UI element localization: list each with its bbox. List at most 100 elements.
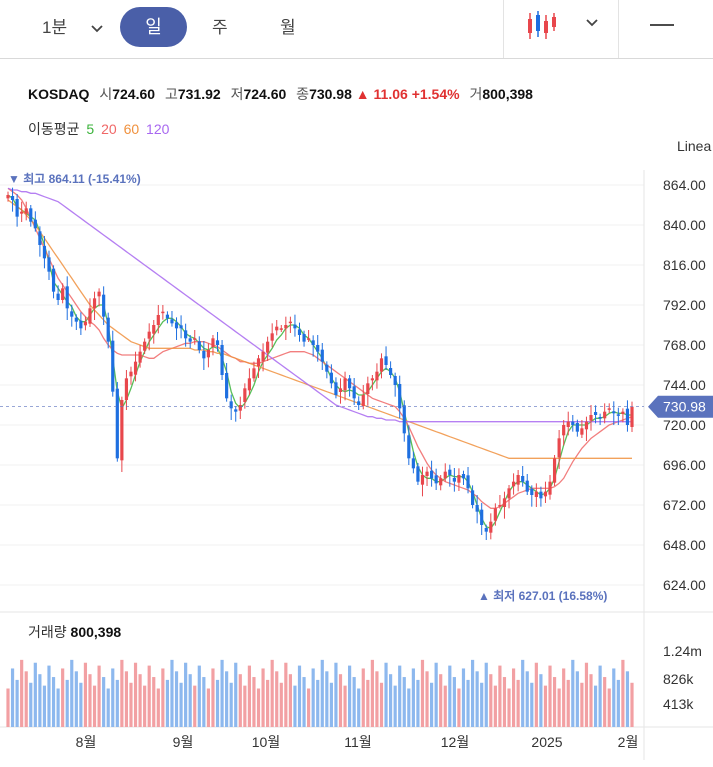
high-value: 731.92 [177, 86, 221, 102]
volume-bar [480, 682, 484, 727]
volume-bar [65, 679, 69, 727]
volume-bar [352, 677, 356, 727]
volume-bar [411, 668, 415, 727]
low-marker: ▲ 최저 627.01 (16.58%) [478, 588, 607, 603]
candle [70, 311, 74, 317]
volume-bar [288, 674, 292, 727]
candle [539, 491, 543, 499]
open-label: 시 [99, 86, 113, 102]
volume-bar [174, 671, 179, 727]
chevron-down-icon[interactable] [585, 18, 599, 28]
candle [174, 322, 179, 329]
volume-bar [575, 671, 579, 727]
candle [129, 371, 133, 377]
symbol: KOSDAQ [28, 86, 90, 102]
candle [461, 474, 466, 479]
volume-bar [311, 668, 315, 727]
volume-bar [20, 659, 24, 727]
candle [284, 325, 288, 329]
volume-bar [184, 662, 188, 727]
volume-bar [589, 674, 593, 727]
volume-bar [325, 671, 329, 727]
ma-line-120 [7, 187, 632, 423]
tab-day[interactable]: 일 [120, 7, 187, 47]
volume-bar [206, 688, 211, 727]
candle [193, 338, 197, 340]
candle [184, 330, 188, 339]
candle [297, 329, 302, 335]
candle [370, 378, 374, 381]
volume-tick-label: 1.24m [663, 643, 702, 659]
candle [88, 308, 92, 324]
volume-bar [256, 688, 261, 727]
volume-bar [521, 659, 525, 727]
candle [115, 388, 119, 459]
candle [352, 386, 356, 399]
volume-panel-value: 800,398 [70, 624, 122, 640]
y-tick-label: 672.00 [663, 497, 706, 513]
volume-bar [593, 685, 598, 727]
candle [152, 325, 156, 334]
candle [29, 208, 33, 222]
candle [530, 488, 534, 495]
volume-bar [225, 671, 229, 727]
volume-bar [457, 688, 461, 727]
candle [416, 466, 420, 482]
price-tag [648, 395, 713, 418]
candle [398, 384, 402, 409]
volume-bar [338, 674, 343, 727]
ma-legend[interactable]: 이동평균 5 20 60 120 [28, 119, 169, 139]
candle [165, 314, 170, 319]
candle [598, 417, 602, 419]
volume-bar [297, 665, 302, 727]
candle [502, 498, 507, 507]
scale-label[interactable]: Linea [677, 138, 712, 154]
candle [120, 400, 124, 461]
candle [366, 383, 370, 394]
volume-bar [434, 662, 438, 727]
volume-bar [15, 679, 19, 727]
y-tick-label: 624.00 [663, 577, 706, 593]
volume-bar [429, 682, 434, 727]
volume-bar [102, 677, 106, 727]
y-tick-label: 864.00 [663, 177, 706, 193]
candle [393, 376, 397, 385]
candle [47, 257, 51, 272]
volume-bar [234, 662, 238, 727]
change-pct: +1.54% [411, 86, 460, 102]
candle [384, 356, 388, 365]
candle [571, 421, 575, 425]
candle [261, 351, 265, 362]
volume-bar [211, 668, 215, 727]
price-tag-label: 730.98 [663, 399, 706, 415]
candle [170, 319, 174, 324]
line-tool-icon[interactable] [650, 20, 676, 30]
volume-bar [188, 674, 192, 727]
ma-line-5 [7, 194, 632, 530]
candle [566, 421, 570, 427]
candle [215, 340, 220, 345]
candle [625, 408, 630, 425]
volume-bar [6, 688, 10, 727]
candle [470, 490, 475, 505]
volume-bar [370, 659, 374, 727]
candle [543, 491, 548, 497]
volume-bar [562, 668, 566, 727]
volume-bar [511, 668, 516, 727]
candle [143, 341, 147, 351]
volume-bar [571, 659, 575, 727]
interval-select[interactable]: 1분 [42, 10, 103, 46]
volume-label: 거 [469, 86, 483, 102]
tab-month[interactable]: 월 [280, 18, 296, 37]
tab-week[interactable]: 주 [212, 18, 228, 37]
x-tick-label: 8월 [76, 734, 97, 750]
candle [480, 509, 484, 525]
candle [270, 333, 274, 341]
candle [548, 481, 552, 495]
volume-bar [193, 685, 197, 727]
candle [516, 475, 520, 485]
candlestick-icon[interactable] [525, 9, 559, 43]
volume-bar [375, 671, 379, 727]
candle [329, 372, 333, 384]
